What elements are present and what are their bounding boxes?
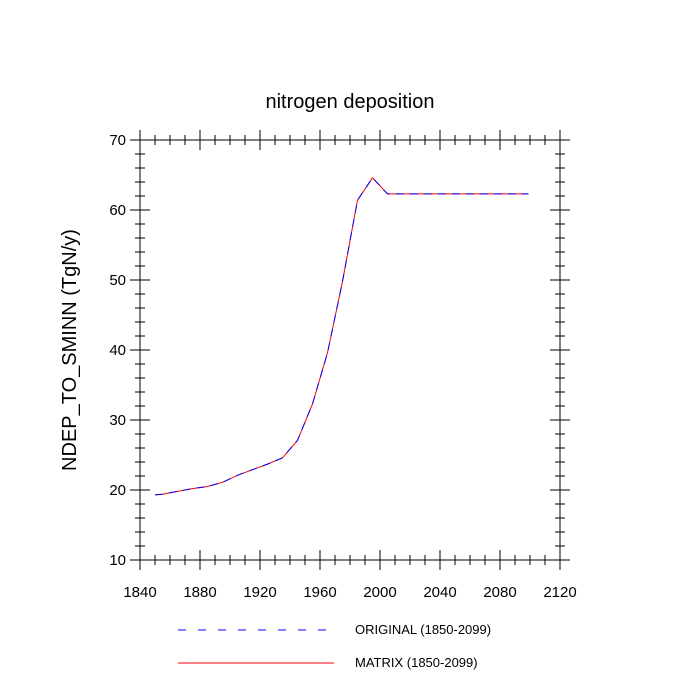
axis-ticks: 1840 1880 1920 1960 2000 2040 2080 2120 10 20 30 40… [109, 130, 577, 601]
series-line-matrix [154, 176, 529, 496]
y-axis-title: NDEP_TO_SMINN (TgN/y) [59, 229, 81, 471]
chart-title: nitrogen deposition [265, 91, 434, 113]
legend: ORIGINAL (1850-2099) MATRIX (1850-2099) [178, 622, 491, 670]
y-tick-label: 50 [109, 272, 126, 289]
series-layer [154, 176, 529, 496]
y-tick-label: 40 [109, 342, 126, 359]
x-tick-label: 1880 [183, 584, 216, 601]
legend-label-original: ORIGINAL (1850-2099) [355, 622, 491, 637]
y-tick-label: 10 [109, 552, 126, 569]
y-tick-label: 30 [109, 412, 126, 429]
x-tick-label: 2000 [363, 584, 396, 601]
x-tick-label: 1840 [123, 584, 156, 601]
y-tick-label: 70 [109, 132, 126, 149]
legend-label-matrix: MATRIX (1850-2099) [355, 655, 478, 670]
x-tick-label: 2120 [543, 584, 576, 601]
x-tick-label: 2040 [423, 584, 456, 601]
y-tick-label: 20 [109, 482, 126, 499]
series-line-original [154, 176, 529, 496]
x-tick-label: 1960 [303, 584, 336, 601]
plot-frame [139, 139, 561, 561]
y-tick-label: 60 [109, 202, 126, 219]
x-tick-label: 1920 [243, 584, 276, 601]
x-tick-label: 2080 [483, 584, 516, 601]
